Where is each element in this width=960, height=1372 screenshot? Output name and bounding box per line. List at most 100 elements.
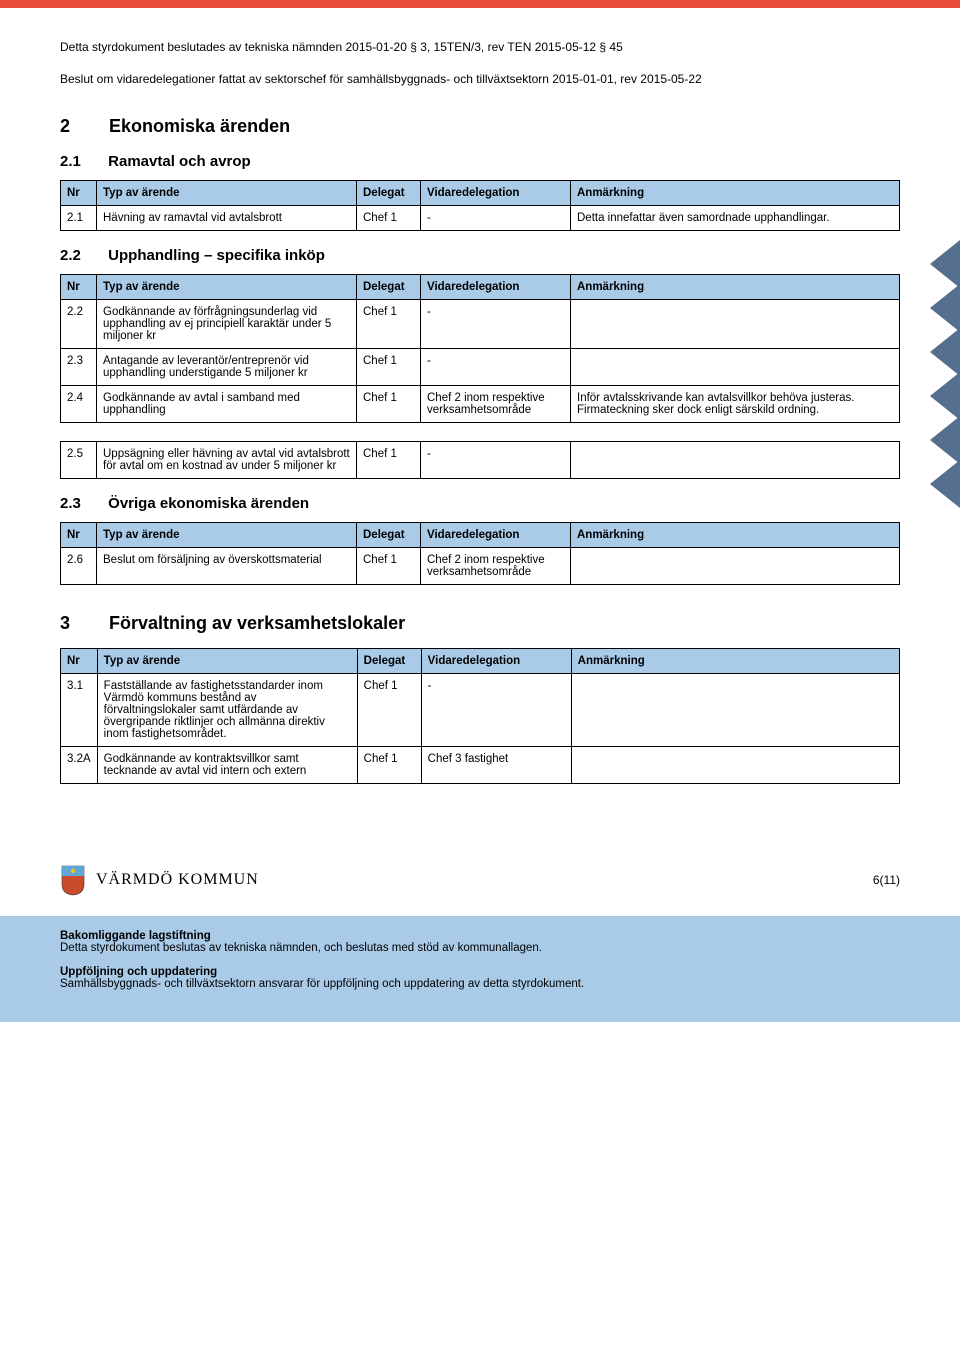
footer-body-1: Detta styrdokument beslutas av tekniska … [60,942,900,954]
table-row: 3.1 Fastställande av fastighetsstandarde… [61,674,900,747]
col-anm: Anmärkning [571,523,900,548]
table-2-2b: 2.5 Uppsägning eller hävning av avtal vi… [60,441,900,479]
col-delegat: Delegat [357,649,421,674]
cell-anm [571,674,899,747]
section-2-3-heading: 2.3 Övriga ekonomiska ärenden [60,495,900,512]
cell-nr: 2.6 [61,548,97,585]
cell-nr: 2.4 [61,386,97,423]
footer-title-2: Uppföljning och uppdatering [60,966,900,978]
section-2-1-heading: 2.1 Ramavtal och avrop [60,153,900,170]
section-3-num: 3 [60,613,104,634]
cell-typ: Hävning av ramavtal vid avtalsbrott [97,206,357,231]
cell-nr: 3.1 [61,674,98,747]
table-row: 3.2A Godkännande av kontraktsvillkor sam… [61,747,900,784]
header-line-1: Detta styrdokument beslutades av teknisk… [60,38,900,56]
col-typ: Typ av ärende [97,649,357,674]
section-2-3-num: 2.3 [60,495,104,512]
cell-anm [571,747,899,784]
table-row: 2.5 Uppsägning eller hävning av avtal vi… [61,442,900,479]
col-nr: Nr [61,275,97,300]
cell-nr: 2.2 [61,300,97,349]
cell-anm: Inför avtalsskrivande kan avtalsvillkor … [571,386,900,423]
cell-nr: 3.2A [61,747,98,784]
table-row: 2.1 Hävning av ramavtal vid avtalsbrott … [61,206,900,231]
section-2-2-heading: 2.2 Upphandling – specifika inköp [60,247,900,264]
cell-anm: Detta innefattar även samordnade upphand… [571,206,900,231]
col-vidare: Vidaredelegation [421,523,571,548]
section-2-1-title: Ramavtal och avrop [108,153,251,170]
col-delegat: Delegat [357,275,421,300]
logo-text: VÄRMDÖ KOMMUN [96,871,259,889]
cell-delegat: Chef 1 [357,674,421,747]
page-number: 6(11) [873,873,900,887]
section-2-1-num: 2.1 [60,153,104,170]
cell-anm [571,349,900,386]
logo-row: VÄRMDÖ KOMMUN 6(11) [60,864,900,896]
section-2-num: 2 [60,116,104,137]
table-3: Nr Typ av ärende Delegat Vidaredelegatio… [60,648,900,784]
page-body: Detta styrdokument beslutades av teknisk… [0,8,960,906]
cell-vidare: - [421,300,571,349]
col-anm: Anmärkning [571,649,899,674]
cell-anm [571,300,900,349]
section-2-3-title: Övriga ekonomiska ärenden [108,495,309,512]
table-2-1: Nr Typ av ärende Delegat Vidaredelegatio… [60,180,900,231]
col-delegat: Delegat [357,523,421,548]
col-typ: Typ av ärende [97,275,357,300]
section-2-2-num: 2.2 [60,247,104,264]
table-row: 2.2 Godkännande av förfrågningsunderlag … [61,300,900,349]
cell-nr: 2.3 [61,349,97,386]
cell-delegat: Chef 1 [357,442,421,479]
col-delegat: Delegat [357,181,421,206]
cell-typ: Godkännande av avtal i samband med uppha… [97,386,357,423]
col-nr: Nr [61,181,97,206]
table-row: 2.4 Godkännande av avtal i samband med u… [61,386,900,423]
cell-vidare: - [421,349,571,386]
section-3-title: Förvaltning av verksamhetslokaler [109,613,405,633]
cell-vidare: Chef 2 inom respektive verksamhetsområde [421,548,571,585]
table-row: 2.3 Antagande av leverantör/entreprenör … [61,349,900,386]
cell-typ: Fastställande av fastighetsstandarder in… [97,674,357,747]
footer-body-2: Samhällsbyggnads- och tillväxtsektorn an… [60,978,900,990]
cell-typ: Antagande av leverantör/entreprenör vid … [97,349,357,386]
col-nr: Nr [61,523,97,548]
cell-delegat: Chef 1 [357,548,421,585]
col-vidare: Vidaredelegation [421,181,571,206]
cell-vidare: - [421,674,571,747]
cell-delegat: Chef 1 [357,747,421,784]
kommun-logo: VÄRMDÖ KOMMUN [60,864,259,896]
col-anm: Anmärkning [571,275,900,300]
cell-typ: Beslut om försäljning av överskottsmater… [97,548,357,585]
cell-delegat: Chef 1 [357,206,421,231]
cell-vidare: - [421,442,571,479]
section-3-heading: 3 Förvaltning av verksamhetslokaler [60,613,900,634]
cell-delegat: Chef 1 [357,300,421,349]
cell-delegat: Chef 1 [357,349,421,386]
table-2-2: Nr Typ av ärende Delegat Vidaredelegatio… [60,274,900,423]
section-2-2-title: Upphandling – specifika inköp [108,247,325,264]
col-typ: Typ av ärende [97,181,357,206]
cell-vidare: Chef 3 fastighet [421,747,571,784]
shield-icon [60,864,86,896]
header-line-2: Beslut om vidaredelegationer fattat av s… [60,70,900,88]
top-red-bar [0,0,960,8]
cell-anm [571,548,900,585]
cell-nr: 2.1 [61,206,97,231]
col-vidare: Vidaredelegation [421,649,571,674]
table-row: 2.6 Beslut om försäljning av överskottsm… [61,548,900,585]
cell-anm [571,442,900,479]
cell-typ: Godkännande av förfrågningsunderlag vid … [97,300,357,349]
section-2-title: Ekonomiska ärenden [109,116,290,136]
cell-vidare: Chef 2 inom respektive verksamhetsområde [421,386,571,423]
cell-delegat: Chef 1 [357,386,421,423]
document-header: Detta styrdokument beslutades av teknisk… [60,38,900,88]
col-typ: Typ av ärende [97,523,357,548]
section-2-heading: 2 Ekonomiska ärenden [60,116,900,137]
cell-typ: Godkännande av kontraktsvillkor samt tec… [97,747,357,784]
cell-nr: 2.5 [61,442,97,479]
cell-vidare: - [421,206,571,231]
col-nr: Nr [61,649,98,674]
cell-typ: Uppsägning eller hävning av avtal vid av… [97,442,357,479]
footer-title-1: Bakomliggande lagstiftning [60,930,900,942]
footer-strip: Bakomliggande lagstiftning Detta styrdok… [0,916,960,1022]
